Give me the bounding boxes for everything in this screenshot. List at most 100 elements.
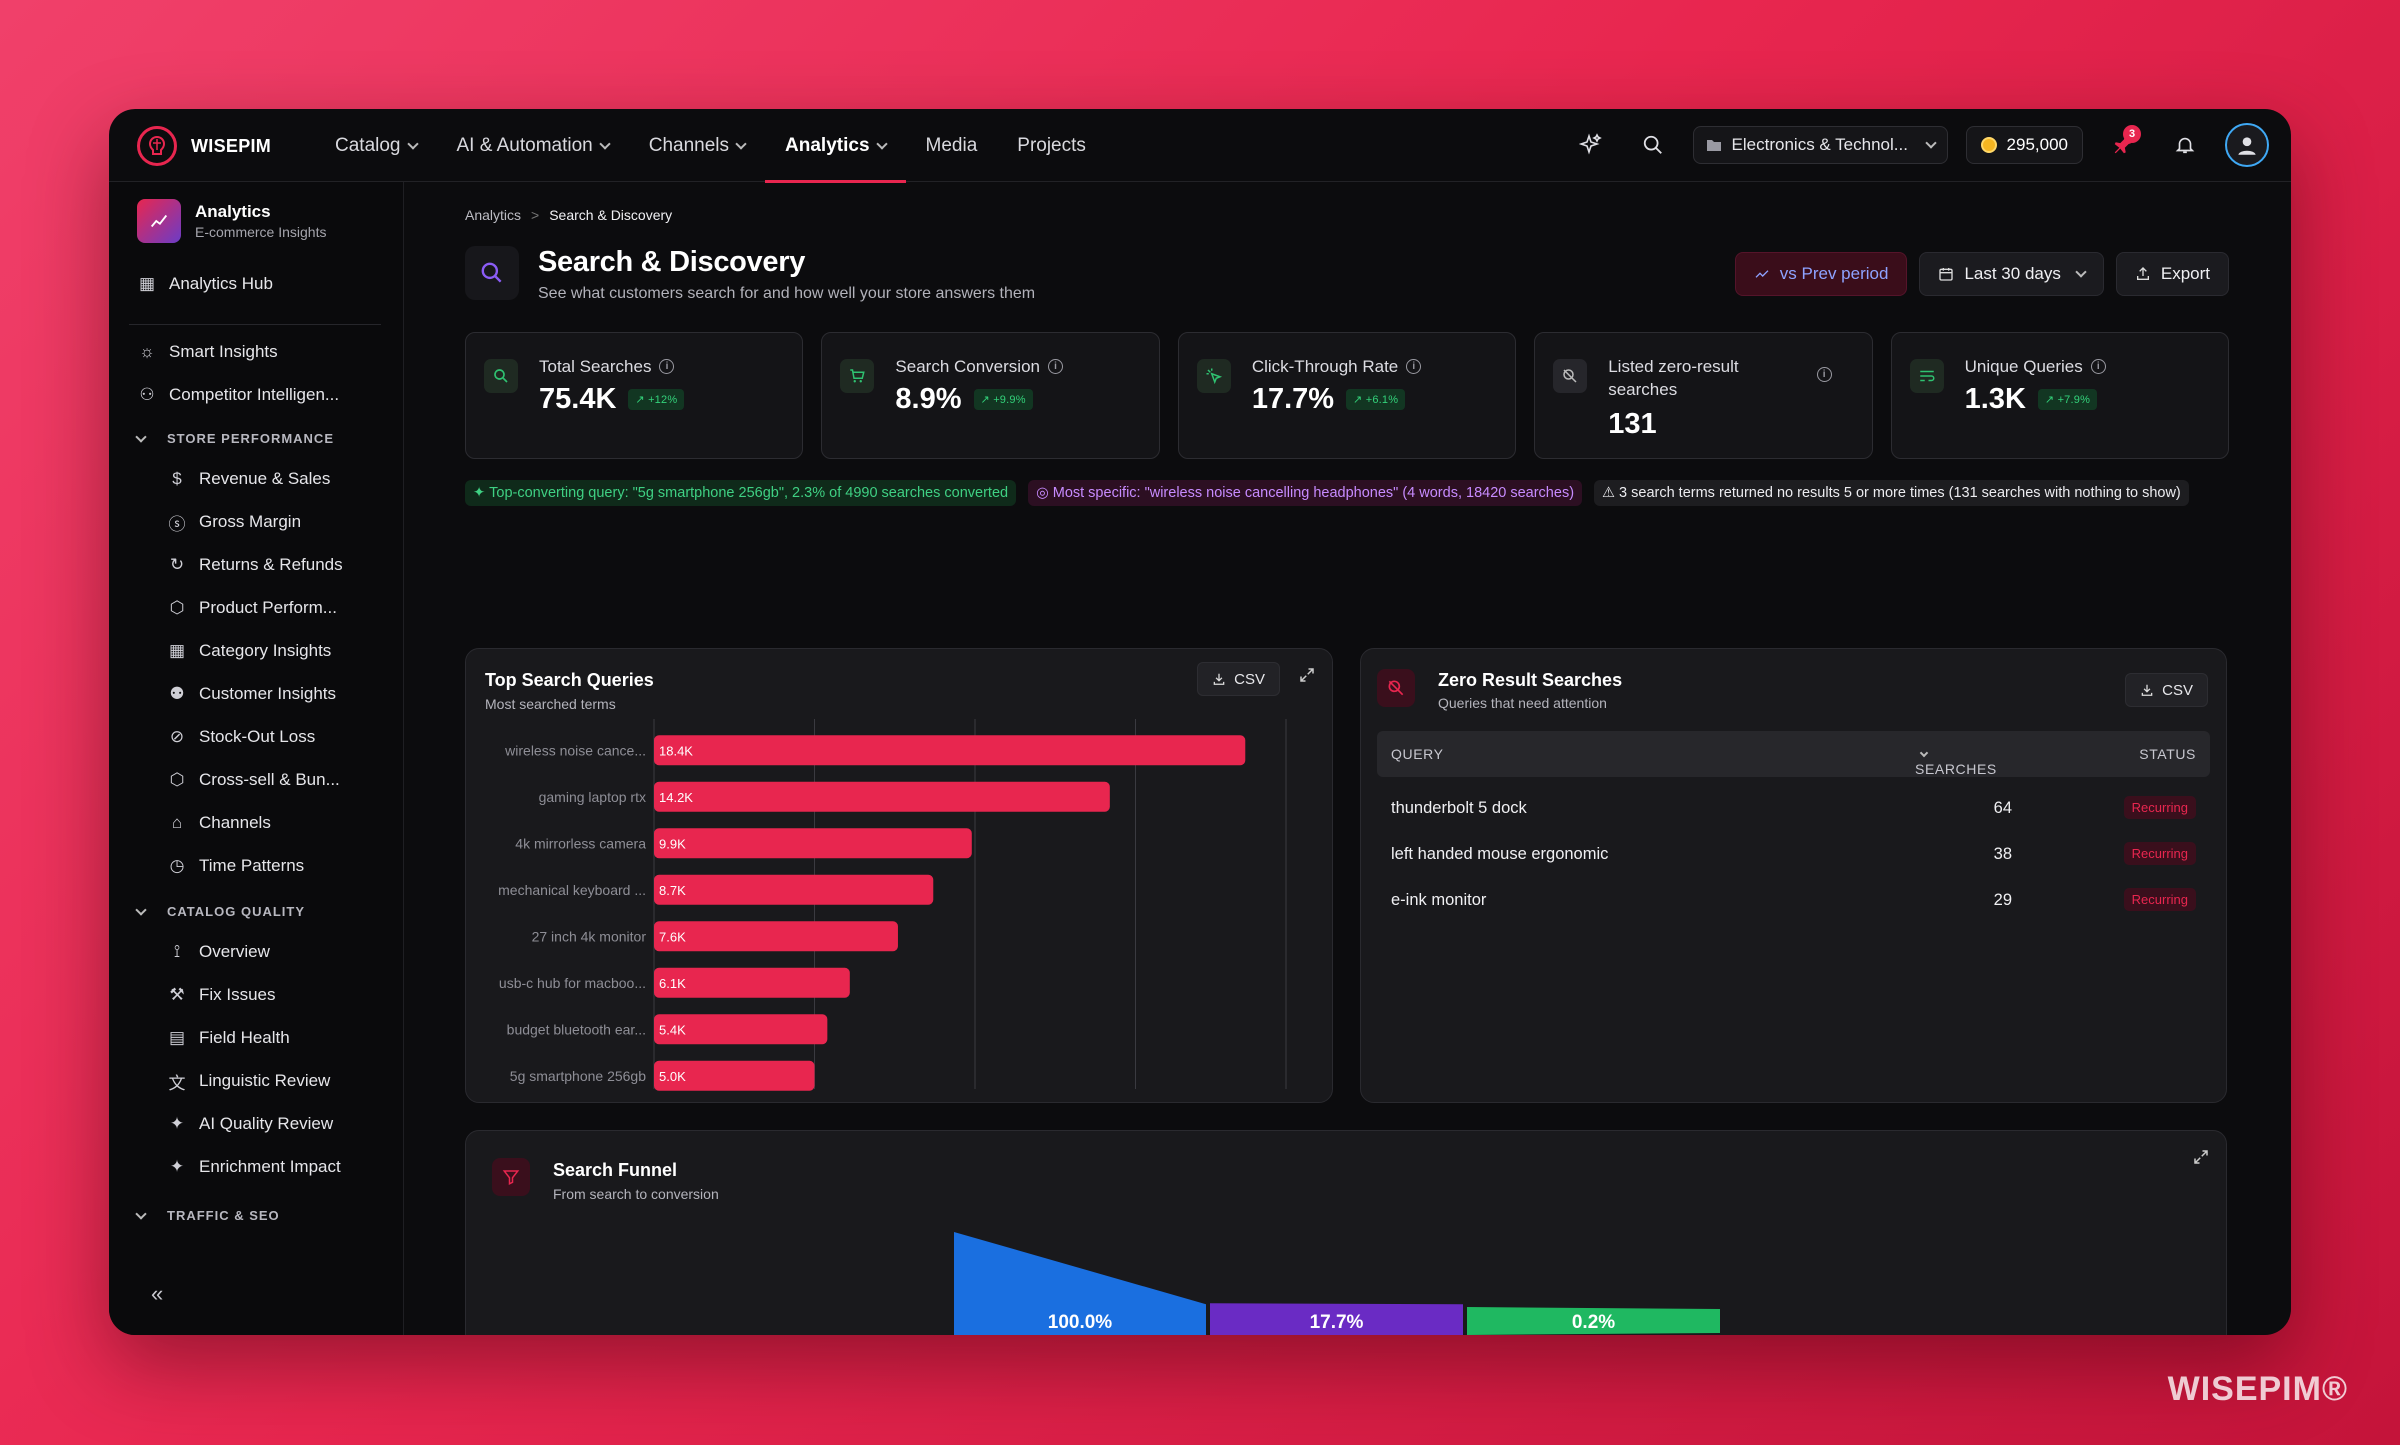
column-header-status[interactable]: STATUS xyxy=(2139,746,2196,762)
sidebar-item-product-performance[interactable]: ⬡ Product Perform... xyxy=(167,593,337,623)
sparkles-icon xyxy=(1578,133,1602,155)
store-selector[interactable]: Electronics & Technol... xyxy=(1692,126,1948,164)
kpi-label: Unique Queries xyxy=(1964,357,2083,376)
nav-projects[interactable]: Projects xyxy=(997,109,1106,182)
column-header-query[interactable]: QUERY xyxy=(1391,746,1444,762)
insight-pills: ✦ Top-converting query: "5g smartphone 25… xyxy=(465,480,2229,506)
bar[interactable] xyxy=(654,874,934,905)
sidebar-section-traffic[interactable]: TRAFFIC & SEO xyxy=(135,1207,280,1223)
funnel-stage[interactable] xyxy=(1467,1307,1720,1335)
bar[interactable] xyxy=(654,781,1110,812)
sidebar-item-linguistic[interactable]: 文 Linguistic Review xyxy=(167,1066,331,1096)
sidebar-item-competitor[interactable]: ⚇ Competitor Intelligen... xyxy=(137,380,339,410)
bar[interactable] xyxy=(654,735,1246,766)
kpi-label: Search Conversion xyxy=(895,357,1040,376)
sidebar-section-store[interactable]: STORE PERFORMANCE xyxy=(135,430,334,446)
insight-zero-results[interactable]: ⚠ 3 search terms returned no results 5 or… xyxy=(1594,480,2189,506)
nav-catalog[interactable]: Catalog xyxy=(315,109,437,182)
page-actions: vs Prev period Last 30 days Export xyxy=(1734,252,2229,296)
compare-prev-period-button[interactable]: vs Prev period xyxy=(1734,252,1908,296)
insight-most-specific[interactable]: ◎ Most specific: "wireless noise cancelli… xyxy=(1028,480,1583,506)
sidebar-item-label: Stock-Out Loss xyxy=(199,727,316,746)
search-icon xyxy=(484,359,518,393)
kpi-row: Total Searches i 75.4K ↗ +12% Search Conve… xyxy=(465,332,2230,459)
sidebar-section-catalog[interactable]: CATALOG QUALITY xyxy=(135,903,305,919)
search-button[interactable] xyxy=(1631,123,1675,167)
export-button[interactable]: Export xyxy=(2115,252,2229,296)
sidebar-item-returns[interactable]: ↻ Returns & Refunds xyxy=(167,550,343,580)
bar[interactable] xyxy=(654,828,972,859)
kpi-delta: ↗ +9.9% xyxy=(973,389,1033,410)
collapse-sidebar-button[interactable]: « xyxy=(151,1281,164,1306)
csv-download-button[interactable]: CSV xyxy=(2125,673,2208,707)
user-avatar[interactable] xyxy=(2225,123,2269,167)
info-icon[interactable]: i xyxy=(2090,359,2106,374)
kpi-delta: ↗ +12% xyxy=(628,389,685,410)
nav-media[interactable]: Media xyxy=(906,109,998,182)
button-label: Last 30 days xyxy=(1964,264,2061,283)
category-tick-label: 27 inch 4k monitor xyxy=(532,928,647,944)
sidebar-item-gross-margin[interactable]: ⓢ Gross Margin xyxy=(167,507,302,537)
funnel-stage-label: 100.0% xyxy=(1048,1312,1113,1333)
date-range-button[interactable]: Last 30 days xyxy=(1919,252,2104,296)
brand-logo[interactable]: WISEPIM xyxy=(137,126,271,166)
funnel-stage[interactable] xyxy=(1210,1303,1463,1335)
sidebar-item-revenue[interactable]: $ Revenue & Sales xyxy=(167,464,330,494)
sidebar-item-analytics-hub[interactable]: ▦ Analytics Hub xyxy=(137,269,273,299)
cell-searches: 64 xyxy=(1993,799,2012,817)
sidebar-item-fix-issues[interactable]: ⚒ Fix Issues xyxy=(167,980,276,1010)
card-title: Search Funnel xyxy=(553,1160,678,1180)
sidebar-item-category[interactable]: ▦ Category Insights xyxy=(167,636,331,666)
sidebar-item-customer[interactable]: ⚉ Customer Insights xyxy=(167,679,336,709)
info-icon[interactable]: i xyxy=(1047,359,1063,374)
category-tick-label: usb-c hub for macboo... xyxy=(499,975,646,991)
breadcrumb-analytics[interactable]: Analytics xyxy=(465,207,522,223)
nav-ai-automation[interactable]: AI & Automation xyxy=(437,109,629,182)
bar[interactable] xyxy=(654,921,898,952)
csv-download-button[interactable]: CSV xyxy=(1197,662,1280,696)
bar-value-label: 9.9K xyxy=(659,836,686,851)
sidebar-item-label: Fix Issues xyxy=(199,985,276,1004)
route-icon: ⟟ xyxy=(173,942,181,961)
table-row[interactable]: left handed mouse ergonomic 38 Recurring xyxy=(1377,831,2210,877)
insight-top-converting[interactable]: ✦ Top-converting query: "5g smartphone 25… xyxy=(465,480,1017,506)
credits-balance[interactable]: 295,000 xyxy=(1965,126,2083,164)
translate-icon: 文 xyxy=(168,1073,186,1093)
table-row[interactable]: thunderbolt 5 dock 64 Recurring xyxy=(1377,785,2210,831)
sidebar-item-smart-insights[interactable]: ☼ Smart Insights xyxy=(137,337,277,367)
table-row[interactable]: e-ink monitor 29 Recurring xyxy=(1377,877,2210,923)
top-bar: WISEPIM Catalog AI & Automation Channels… xyxy=(109,109,2291,183)
sidebar-item-label: Product Perform... xyxy=(199,598,337,617)
info-icon[interactable]: i xyxy=(1816,367,1832,382)
info-icon[interactable]: i xyxy=(1406,359,1422,374)
bar[interactable] xyxy=(654,1014,828,1045)
notifications-button[interactable] xyxy=(2163,123,2207,167)
bar[interactable] xyxy=(654,967,850,998)
expand-icon[interactable] xyxy=(1298,666,1316,689)
sidebar-item-stock-out[interactable]: ⊘ Stock-Out Loss xyxy=(167,722,315,752)
sidebar-item-field-health[interactable]: ▤ Field Health xyxy=(167,1023,290,1053)
store-icon: ⌂ xyxy=(171,813,183,832)
bar-value-label: 18.4K xyxy=(659,743,693,758)
category-tick-label: mechanical keyboard ... xyxy=(498,882,646,898)
nav-analytics[interactable]: Analytics xyxy=(765,109,907,183)
sidebar-item-cross-sell[interactable]: ⬡ Cross-sell & Bun... xyxy=(167,765,340,795)
refresh-icon: ↻ xyxy=(169,555,185,574)
folder-icon xyxy=(1706,140,1721,151)
sidebar-item-ai-quality[interactable]: ✦ AI Quality Review xyxy=(167,1109,333,1139)
sidebar-item-overview[interactable]: ⟟ Overview xyxy=(167,937,270,967)
ai-sparkle-button[interactable] xyxy=(1569,123,1613,167)
expand-icon[interactable] xyxy=(2192,1148,2210,1171)
sidebar-item-enrichment[interactable]: ✦ Enrichment Impact xyxy=(167,1152,341,1182)
column-header-searches[interactable]: SEARCHES xyxy=(1915,746,1996,777)
info-icon[interactable]: i xyxy=(659,359,675,374)
sidebar-item-time-patterns[interactable]: ◷ Time Patterns xyxy=(167,851,305,881)
chevron-down-icon xyxy=(599,137,611,150)
funnel-stage[interactable] xyxy=(954,1232,1206,1335)
nav-channels[interactable]: Channels xyxy=(629,109,765,182)
bar[interactable] xyxy=(654,1060,815,1091)
insight-text: 3 search terms returned no results 5 or … xyxy=(1619,485,2181,501)
sidebar-item-channels[interactable]: ⌂ Channels xyxy=(167,808,271,838)
nav-label: Analytics xyxy=(785,134,870,156)
pin-notifications-button[interactable]: 3 xyxy=(2101,123,2145,167)
